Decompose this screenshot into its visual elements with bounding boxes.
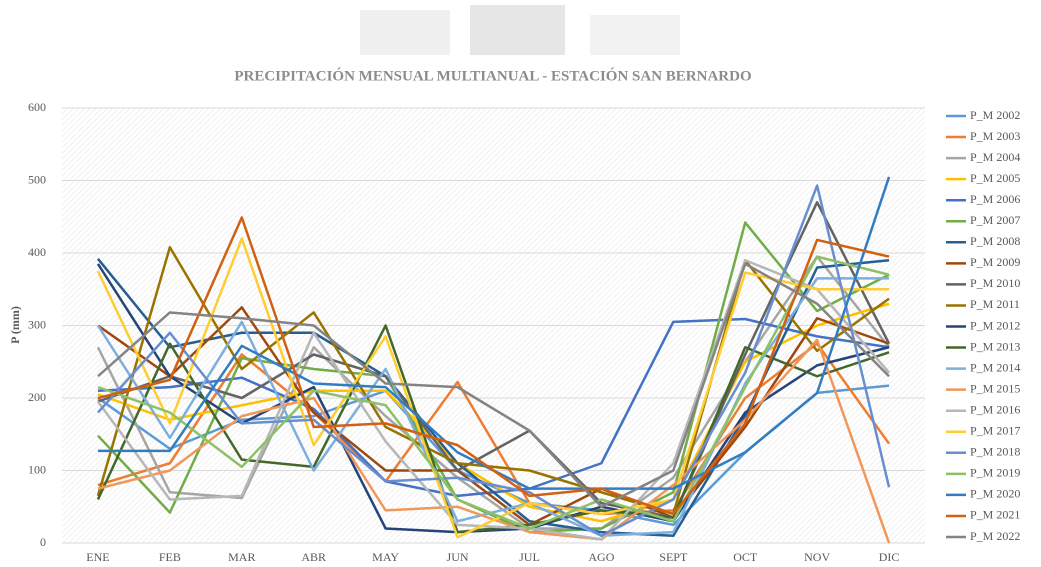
series-line bbox=[96, 259, 890, 541]
x-tick-label: SEPT bbox=[659, 550, 688, 564]
legend-label: P_M 2016 bbox=[970, 402, 1020, 416]
series-line bbox=[97, 216, 890, 516]
series-line bbox=[97, 255, 890, 530]
series-line bbox=[97, 306, 890, 527]
legend-label: P_M 2010 bbox=[970, 276, 1020, 290]
x-tick-label: MAR bbox=[228, 550, 255, 564]
legend-label: P_M 2006 bbox=[970, 192, 1020, 206]
y-tick-label: 100 bbox=[28, 462, 46, 476]
y-tick-label: 200 bbox=[28, 390, 46, 404]
logo-blur bbox=[470, 5, 565, 55]
x-tick-label: MAY bbox=[372, 550, 399, 564]
x-tick-label: FEB bbox=[159, 550, 181, 564]
logo-blur bbox=[360, 10, 450, 55]
legend-label: P_M 2017 bbox=[970, 424, 1020, 438]
y-tick-label: 600 bbox=[28, 100, 46, 114]
series-line bbox=[96, 324, 890, 534]
y-tick-label: 0 bbox=[40, 535, 46, 549]
series-line bbox=[97, 262, 890, 508]
series-line bbox=[97, 221, 890, 534]
logo-blur bbox=[590, 15, 680, 55]
legend-label: P_M 2002 bbox=[970, 108, 1020, 122]
legend-label: P_M 2007 bbox=[970, 213, 1020, 227]
legend-label: P_M 2004 bbox=[970, 150, 1020, 164]
legend-label: P_M 2011 bbox=[970, 297, 1020, 311]
chart-title: PRECIPITACIÓN MENSUAL MULTIANUAL - ESTAC… bbox=[234, 67, 751, 84]
series-line bbox=[97, 184, 891, 537]
x-tick-label: AGO bbox=[588, 550, 614, 564]
legend-label: P_M 2018 bbox=[970, 445, 1020, 459]
x-tick-label: JUN bbox=[447, 550, 469, 564]
legend-label: P_M 2021 bbox=[970, 508, 1020, 522]
x-tick-label: OCT bbox=[733, 550, 758, 564]
legend-label: P_M 2020 bbox=[970, 487, 1020, 501]
x-tick-label: ENE bbox=[86, 550, 109, 564]
y-axis-label: P (mm) bbox=[8, 306, 22, 344]
x-tick-label: NOV bbox=[804, 550, 830, 564]
legend-label: P_M 2019 bbox=[970, 466, 1020, 480]
legend-label: P_M 2005 bbox=[970, 171, 1020, 185]
series-line bbox=[97, 201, 891, 519]
y-tick-label: 500 bbox=[28, 172, 46, 186]
legend-label: P_M 2003 bbox=[970, 129, 1020, 143]
y-tick-label: 300 bbox=[28, 317, 46, 331]
legend-label: P_M 2022 bbox=[970, 529, 1020, 543]
legend-label: P_M 2015 bbox=[970, 381, 1020, 395]
x-tick-label: JUL bbox=[519, 550, 540, 564]
legend-label: P_M 2014 bbox=[970, 360, 1020, 374]
legend-label: P_M 2013 bbox=[970, 339, 1020, 353]
y-tick-label: 400 bbox=[28, 245, 46, 259]
x-tick-label: ABR bbox=[301, 550, 326, 564]
legend-label: P_M 2012 bbox=[970, 318, 1020, 332]
legend-label: P_M 2009 bbox=[970, 255, 1020, 269]
x-tick-label: DIC bbox=[879, 550, 900, 564]
series-line bbox=[96, 237, 890, 539]
legend-label: P_M 2008 bbox=[970, 234, 1020, 248]
